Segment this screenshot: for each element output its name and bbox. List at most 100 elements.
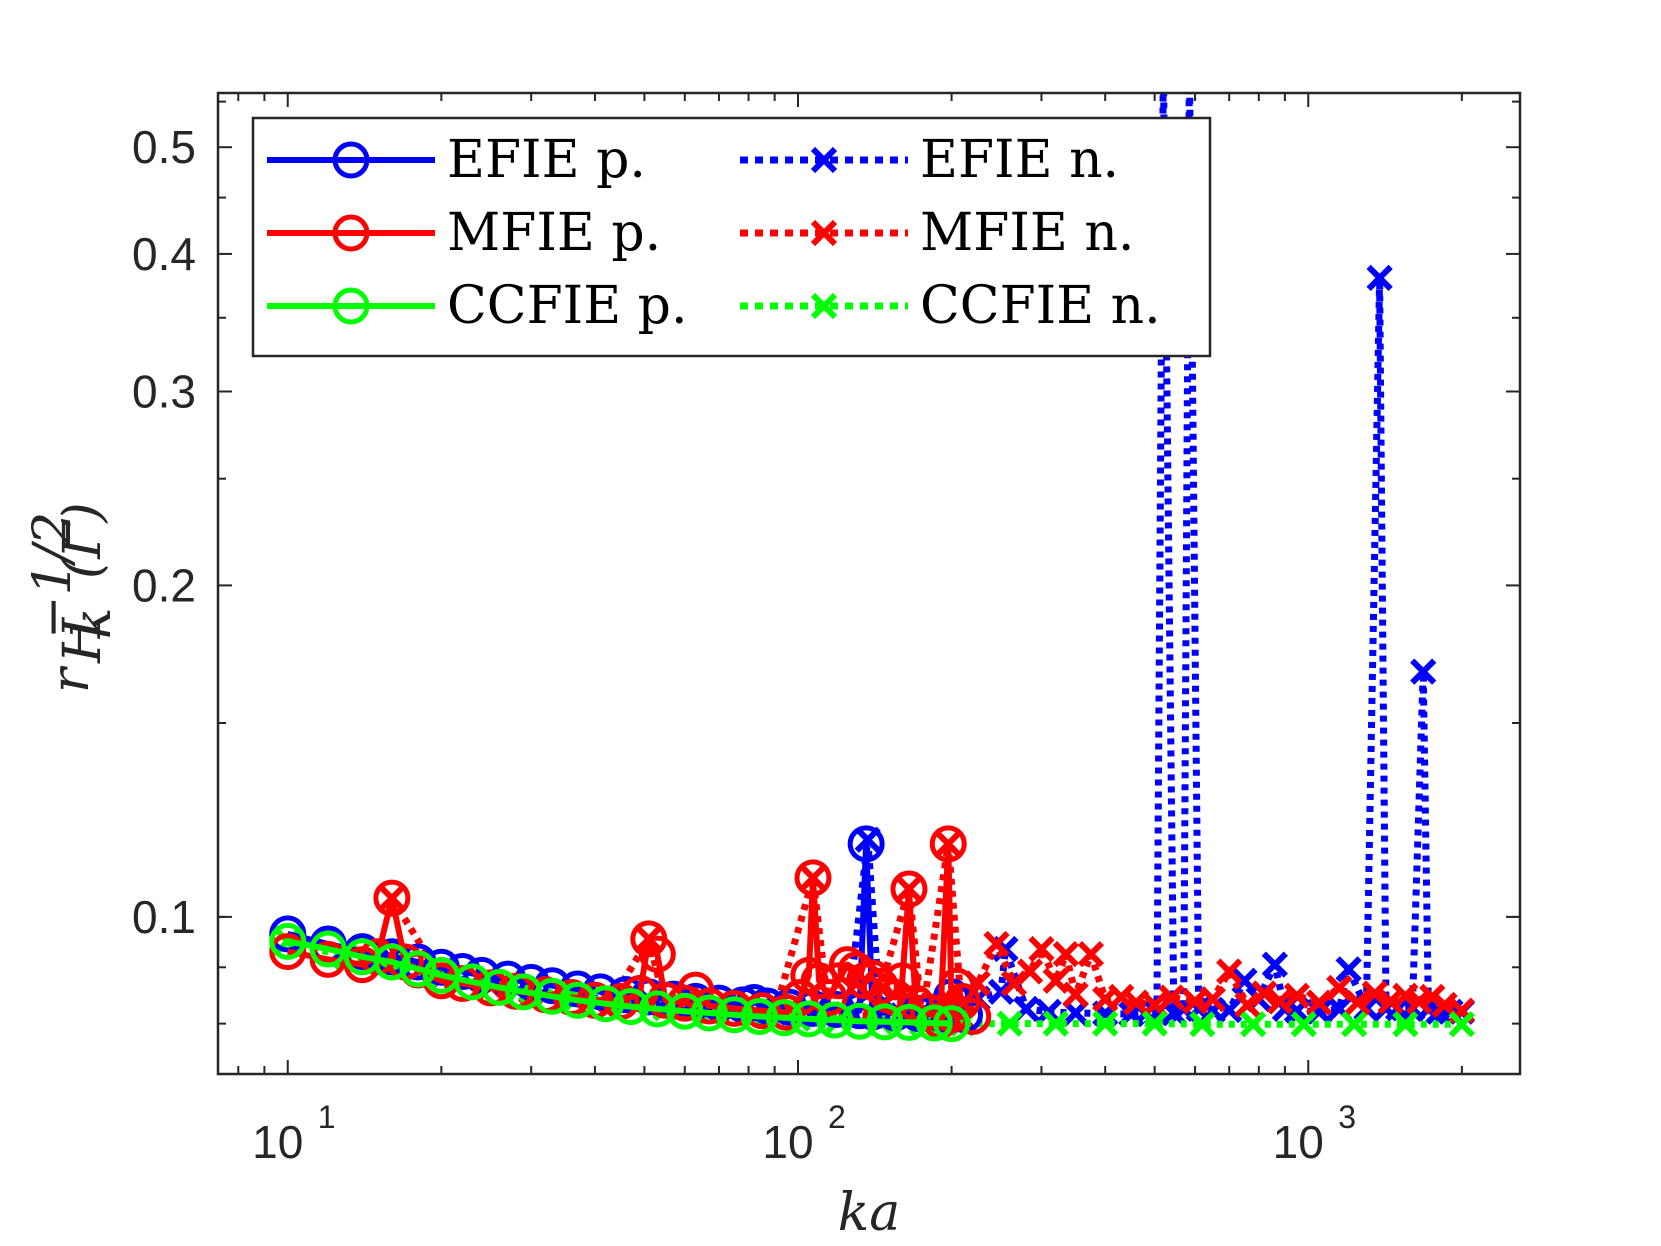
data-point xyxy=(1344,989,1371,1016)
y-tick-label: 0.4 xyxy=(132,228,196,280)
data-point xyxy=(332,287,370,325)
x-tick-label: 10 2 xyxy=(762,1099,845,1168)
legend-label: CCFIE p. xyxy=(447,276,688,336)
series-line xyxy=(287,938,952,1027)
data-point xyxy=(1305,989,1333,1016)
data-point xyxy=(915,1004,953,1042)
data-point xyxy=(1341,1011,1368,1038)
svg-text:(Γ): (Γ) xyxy=(53,502,113,579)
data-point xyxy=(1062,981,1089,1008)
legend-entry: EFIE p. xyxy=(267,130,646,190)
y-tick-label: 0.5 xyxy=(132,121,196,173)
data-point xyxy=(740,997,778,1035)
data-point xyxy=(480,968,518,1006)
data-point xyxy=(715,996,753,1034)
data-point xyxy=(810,292,838,320)
data-point xyxy=(1108,983,1135,1011)
x-tick-label-exponent: 3 xyxy=(1338,1099,1356,1135)
data-point xyxy=(1042,1010,1069,1037)
data-point xyxy=(332,214,370,252)
x-tick-label-base: 10 xyxy=(762,1116,813,1168)
legend-box xyxy=(251,116,1212,358)
svg-text:r: r xyxy=(41,665,101,693)
data-point xyxy=(1234,991,1261,1018)
legend-entry: CCFIE n. xyxy=(740,276,1161,336)
x-tick-label-exponent: 2 xyxy=(828,1099,846,1135)
data-point xyxy=(690,994,728,1032)
data-point xyxy=(1158,984,1185,1011)
y-axis-title: r H k −1/2 (Γ) xyxy=(23,502,123,693)
data-point xyxy=(1283,982,1311,1009)
data-point xyxy=(1052,941,1080,968)
legend-label: EFIE p. xyxy=(447,130,646,190)
svg-text:k: k xyxy=(63,607,123,639)
data-point xyxy=(1392,1011,1419,1038)
data-point xyxy=(1189,1011,1216,1038)
legend-label: EFIE n. xyxy=(920,130,1119,190)
data-point xyxy=(443,953,481,991)
data-point xyxy=(983,930,1010,958)
data-point xyxy=(765,999,803,1037)
data-point xyxy=(269,933,307,971)
data-point xyxy=(1092,1010,1119,1037)
data-point xyxy=(559,981,597,1019)
x-tick-label-base: 10 xyxy=(252,1116,303,1168)
data-point xyxy=(790,1000,828,1038)
data-point xyxy=(1216,996,1243,1024)
data-point xyxy=(810,146,838,174)
y-tick-labels: 0.1 0.2 0.3 0.4 0.5 xyxy=(132,121,196,943)
data-point xyxy=(1335,956,1362,983)
data-point xyxy=(933,1005,971,1043)
data-point xyxy=(666,992,704,1030)
data-point xyxy=(847,825,885,863)
data-point xyxy=(996,1010,1023,1037)
data-point xyxy=(332,141,370,179)
data-point xyxy=(938,967,976,1005)
legend-entry: MFIE n. xyxy=(740,203,1134,263)
data-point xyxy=(505,973,543,1011)
x-tick-label-exponent: 1 xyxy=(318,1099,336,1135)
legend-label: MFIE p. xyxy=(447,203,661,263)
legend: EFIE p. MFIE p. CCFIE p. EFIE n. MFIE n. CCFI… xyxy=(251,116,1212,358)
data-point xyxy=(1392,982,1419,1009)
legend-entries: EFIE p. MFIE p. CCFIE p. EFIE n. MFIE n. CCFI… xyxy=(267,130,1161,336)
x-tick-label-base: 10 xyxy=(1273,1116,1324,1168)
data-point xyxy=(1410,658,1437,685)
series-ccfie-p xyxy=(269,922,971,1043)
data-point xyxy=(890,870,928,908)
x-tick-label: 10 3 xyxy=(1273,1099,1356,1168)
data-point xyxy=(1199,986,1226,1013)
data-point xyxy=(373,943,411,981)
series-layer xyxy=(269,93,1475,1043)
data-point xyxy=(1042,967,1069,994)
data-point xyxy=(1216,958,1243,985)
data-point xyxy=(810,219,838,247)
data-point xyxy=(866,1003,904,1041)
data-point xyxy=(399,950,437,988)
data-point xyxy=(954,997,992,1035)
y-tick-label: 0.1 xyxy=(132,891,196,943)
legend-label: MFIE n. xyxy=(920,203,1134,263)
data-point xyxy=(309,930,347,968)
data-point xyxy=(890,1003,928,1041)
ticks-layer xyxy=(218,93,1520,1074)
data-point xyxy=(1016,958,1044,985)
legend-label: CCFIE n. xyxy=(920,276,1161,336)
data-point xyxy=(373,879,411,917)
y-tick-label: 0.2 xyxy=(132,559,196,611)
x-axis-title: ka xyxy=(838,1183,901,1243)
x-tick-labels: 10 1 10 2 10 3 xyxy=(252,1099,1356,1168)
data-point xyxy=(1448,1011,1475,1038)
data-point xyxy=(612,988,650,1026)
series-line xyxy=(390,93,1462,1020)
data-point xyxy=(638,990,676,1028)
data-point xyxy=(269,922,307,960)
data-point xyxy=(841,1002,879,1040)
svg-text:−1/2: −1/2 xyxy=(23,512,83,639)
data-point xyxy=(1261,951,1288,978)
data-point xyxy=(1290,1011,1317,1038)
data-point xyxy=(1266,988,1294,1015)
series-mfie-p xyxy=(269,825,992,1040)
data-point xyxy=(816,1001,854,1039)
